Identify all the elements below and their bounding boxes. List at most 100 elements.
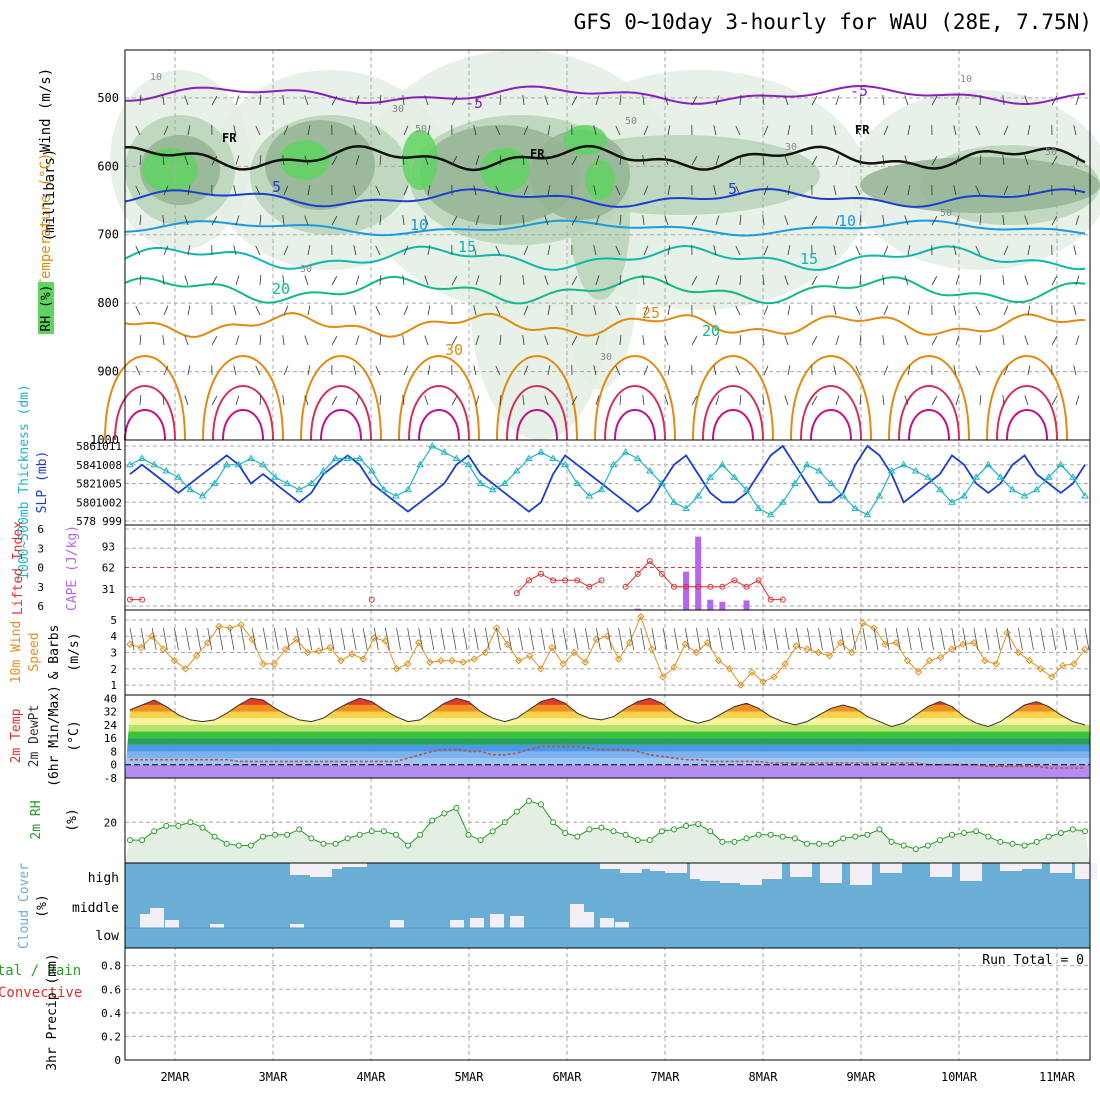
- wind-barb: [595, 335, 600, 346]
- temp-band: [125, 758, 1090, 765]
- slp-point: [815, 467, 823, 474]
- wind-barb: [882, 275, 885, 286]
- wind-barb: [1051, 96, 1058, 106]
- wind-barb: [642, 155, 645, 166]
- surface-temp-contour: [398, 355, 480, 441]
- slp-point: [416, 460, 425, 468]
- wind-barb: [1084, 627, 1090, 651]
- li-axis-label: Lifted Index: [11, 521, 26, 615]
- wind-barb: [355, 275, 360, 286]
- surface-temp-contour: [418, 409, 460, 441]
- rh-point: [840, 835, 847, 842]
- slp-point: [851, 504, 860, 511]
- wind-barb: [403, 305, 409, 316]
- wind-speed-point: [514, 656, 523, 665]
- wind-barb: [735, 305, 741, 316]
- wind-barb: [975, 365, 981, 376]
- bottom-date-label: 2MAR: [161, 1070, 191, 1084]
- high-cloud: [1020, 863, 1042, 869]
- wind-barb: [499, 335, 502, 346]
- wind-barb: [931, 96, 938, 106]
- wind-barb: [424, 275, 429, 286]
- middle-cloud: [390, 920, 404, 928]
- rh-point: [985, 833, 992, 840]
- rh-point: [380, 828, 387, 835]
- wind-speed-point: [792, 642, 800, 650]
- slp-point: [718, 460, 727, 468]
- rh-point: [405, 842, 412, 849]
- wind-barb: [385, 627, 390, 651]
- slp-point: [355, 454, 364, 461]
- wind-barb: [547, 185, 551, 196]
- wind-barb: [571, 276, 578, 286]
- rh-point: [429, 817, 436, 824]
- slp-point: [984, 460, 993, 468]
- wind-barb: [642, 275, 645, 286]
- wind-speed-point: [570, 648, 578, 657]
- high-cloud: [620, 863, 642, 873]
- rh-shade: [585, 160, 615, 200]
- wind-barb: [135, 305, 141, 316]
- wind-barb: [259, 395, 262, 406]
- wind-barb: [739, 215, 742, 226]
- slp-point: [899, 460, 908, 468]
- wind-speed-point: [148, 632, 156, 640]
- wind-barb: [975, 305, 981, 316]
- temp-axis-label: (6hr Min/Max): [47, 685, 62, 787]
- wind-speed-point: [870, 624, 878, 632]
- wind-speed-point: [992, 660, 1000, 668]
- wind-barb: [523, 365, 529, 376]
- wind-barb: [184, 215, 189, 226]
- wind-barb: [424, 155, 429, 166]
- wind-barb: [907, 125, 911, 136]
- wind-barb: [427, 365, 431, 376]
- temperature-label: Temperature (°C): [38, 153, 54, 288]
- wind-barb: [762, 275, 765, 286]
- rh-contour-label: 30: [600, 352, 612, 363]
- wind-barb: [595, 95, 600, 106]
- wind-barb: [235, 335, 240, 346]
- wind-barb: [835, 395, 840, 406]
- wind-barb: [1040, 627, 1045, 651]
- slp-point: [754, 504, 763, 511]
- temp-band: [125, 704, 1090, 712]
- surface-temp-contour: [408, 385, 470, 441]
- rh-point: [272, 831, 279, 838]
- wind-barb: [784, 335, 789, 346]
- pressure-tick-label: 900: [97, 365, 119, 379]
- wind-speed-point: [204, 639, 212, 647]
- wind-barb: [931, 336, 938, 346]
- li-point: [598, 577, 605, 584]
- wind-barb: [855, 125, 861, 136]
- surface-temp-contour: [604, 385, 666, 441]
- slp-point: [585, 492, 594, 499]
- middle-cloud: [150, 908, 164, 928]
- rh-point: [634, 837, 641, 844]
- wind-barb: [283, 305, 289, 316]
- wind-barb: [304, 95, 309, 106]
- wind-barb: [1002, 335, 1005, 346]
- temp-bands: [125, 698, 1090, 778]
- temp-contour-label: 30: [445, 341, 463, 359]
- wind-barb: [859, 335, 862, 346]
- wind-barb: [593, 185, 597, 196]
- surface-temp-contour: [898, 385, 960, 441]
- wind-barb: [811, 216, 818, 226]
- wind-speed-point: [725, 665, 734, 673]
- rh-point: [489, 828, 496, 835]
- wind-barb: [285, 627, 290, 651]
- wind-barb: [787, 365, 791, 376]
- wind-barb: [495, 125, 501, 136]
- wind-barb: [304, 395, 309, 406]
- li-point: [646, 558, 653, 565]
- wind-speed-point: [1059, 661, 1067, 670]
- wind-barb: [953, 125, 957, 136]
- wind-barb: [140, 627, 146, 651]
- li-point: [707, 583, 714, 590]
- wind-barb: [664, 395, 669, 406]
- surface-temp-contour: [1006, 409, 1048, 441]
- slp-point: [222, 460, 231, 468]
- slp-point: [839, 492, 848, 499]
- wind-barb: [162, 155, 165, 166]
- wind-barb: [1027, 305, 1031, 316]
